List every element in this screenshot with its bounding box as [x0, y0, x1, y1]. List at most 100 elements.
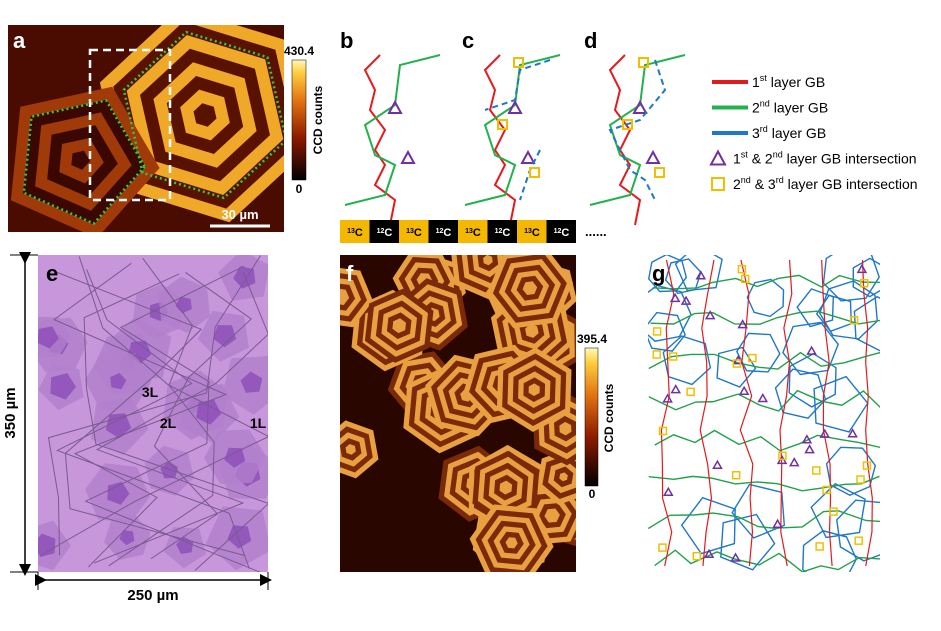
intersection-12	[662, 393, 673, 403]
legend-swatch	[709, 149, 727, 166]
domain-ring	[525, 324, 539, 338]
layer-label: 3L	[142, 384, 159, 400]
grain-boundary	[93, 272, 268, 564]
height-label: 350 µm	[2, 387, 19, 438]
superscript: nd	[741, 175, 751, 185]
panel-label: g	[652, 261, 665, 286]
gb-line-3	[608, 59, 667, 201]
superscript: st	[741, 150, 749, 160]
element: C	[473, 227, 481, 239]
intersection-12	[801, 434, 813, 444]
text: 2	[733, 176, 741, 192]
element: C	[384, 227, 392, 239]
layer-label: 1L	[250, 415, 267, 431]
grain-boundary	[56, 269, 250, 569]
mass-number: 12	[436, 228, 444, 235]
legend-label: 2nd layer GB	[752, 99, 828, 116]
isotope-label: 13C	[406, 227, 422, 239]
intersection-23	[668, 352, 678, 361]
intersection-23	[815, 542, 824, 551]
element: C	[502, 227, 510, 239]
intersection-12	[804, 444, 815, 454]
intersection-23	[658, 543, 667, 552]
domain-ring	[559, 472, 568, 482]
colorbar-title: CCD counts	[602, 383, 616, 452]
intersection-23	[740, 274, 750, 284]
intersection-12	[772, 518, 783, 528]
intersection-23	[856, 475, 865, 484]
gb-3rd	[746, 278, 785, 318]
gb-3rd	[810, 482, 866, 539]
raman-map-f	[340, 255, 576, 572]
domain-ring	[71, 150, 90, 170]
intersection-23	[778, 451, 787, 461]
isotope-block	[517, 220, 547, 243]
gb-1st	[861, 259, 873, 567]
text: 3	[752, 125, 760, 141]
legend-label: 1st layer GB	[752, 73, 825, 90]
intersection-12	[847, 428, 858, 438]
isotope-label: 13C	[465, 227, 481, 239]
gb-3rd	[836, 499, 880, 562]
domain-ring	[544, 508, 560, 523]
layer-3	[213, 325, 237, 348]
intersection-12	[520, 149, 536, 164]
gb-1st	[699, 259, 715, 567]
isotope-block	[487, 220, 517, 243]
colorbar-min: 0	[296, 182, 303, 196]
mass-number: 13	[347, 228, 355, 235]
panel-label: e	[46, 261, 58, 286]
domain-ring	[499, 480, 513, 495]
intersection-23	[829, 507, 838, 516]
gb-line-2	[464, 54, 561, 206]
intersection-12	[670, 384, 682, 394]
gb-3rd	[852, 257, 880, 298]
colorbar-max: 395.4	[577, 332, 607, 346]
intersection-12	[400, 149, 416, 164]
isotope-block	[369, 220, 399, 243]
intersection-23	[862, 461, 872, 470]
layer-3	[119, 530, 135, 546]
layer-3	[110, 372, 127, 390]
intersection-23	[859, 278, 869, 288]
gb-2nd	[654, 429, 880, 452]
gb-2nd	[650, 310, 880, 325]
grain-boundary	[51, 269, 246, 557]
domain-ring	[559, 421, 572, 436]
gb-2nd	[654, 549, 880, 572]
gb-3rd	[648, 311, 686, 352]
layer-3	[224, 447, 246, 468]
panel-label: b	[340, 28, 353, 53]
text: layer GB	[770, 100, 828, 116]
intersection-12	[712, 459, 723, 470]
isotope-label: 12C	[436, 227, 452, 239]
panel-label: d	[584, 28, 597, 53]
domain-ring	[345, 444, 356, 455]
text: layer GB	[767, 74, 825, 90]
intersection-12	[680, 295, 692, 305]
intersection-23	[658, 426, 668, 436]
isotope-block	[546, 220, 576, 243]
mass-number: 13	[524, 228, 532, 235]
layer-3	[196, 399, 222, 425]
text: layer GB intersection	[783, 151, 917, 167]
gb-line-2	[344, 54, 441, 206]
mass-number: 12	[377, 228, 385, 235]
intersection-23	[686, 387, 695, 397]
isotope-block	[340, 220, 370, 243]
legend-label: 1st & 2nd layer GB intersection	[733, 150, 917, 167]
gb-2nd	[652, 274, 880, 290]
grain-boundary	[150, 272, 253, 560]
gb-3rd	[825, 446, 877, 496]
gb-3rd	[853, 295, 880, 352]
intersection-23	[638, 57, 649, 68]
domain-ring	[483, 255, 493, 266]
layer-3	[240, 371, 263, 393]
isotope-block	[428, 220, 458, 243]
gb-sketches	[344, 54, 686, 226]
gb-1st	[660, 259, 675, 567]
grain-boundary	[47, 255, 261, 556]
raman-map-a	[8, 25, 284, 232]
intersection-12	[737, 319, 748, 329]
